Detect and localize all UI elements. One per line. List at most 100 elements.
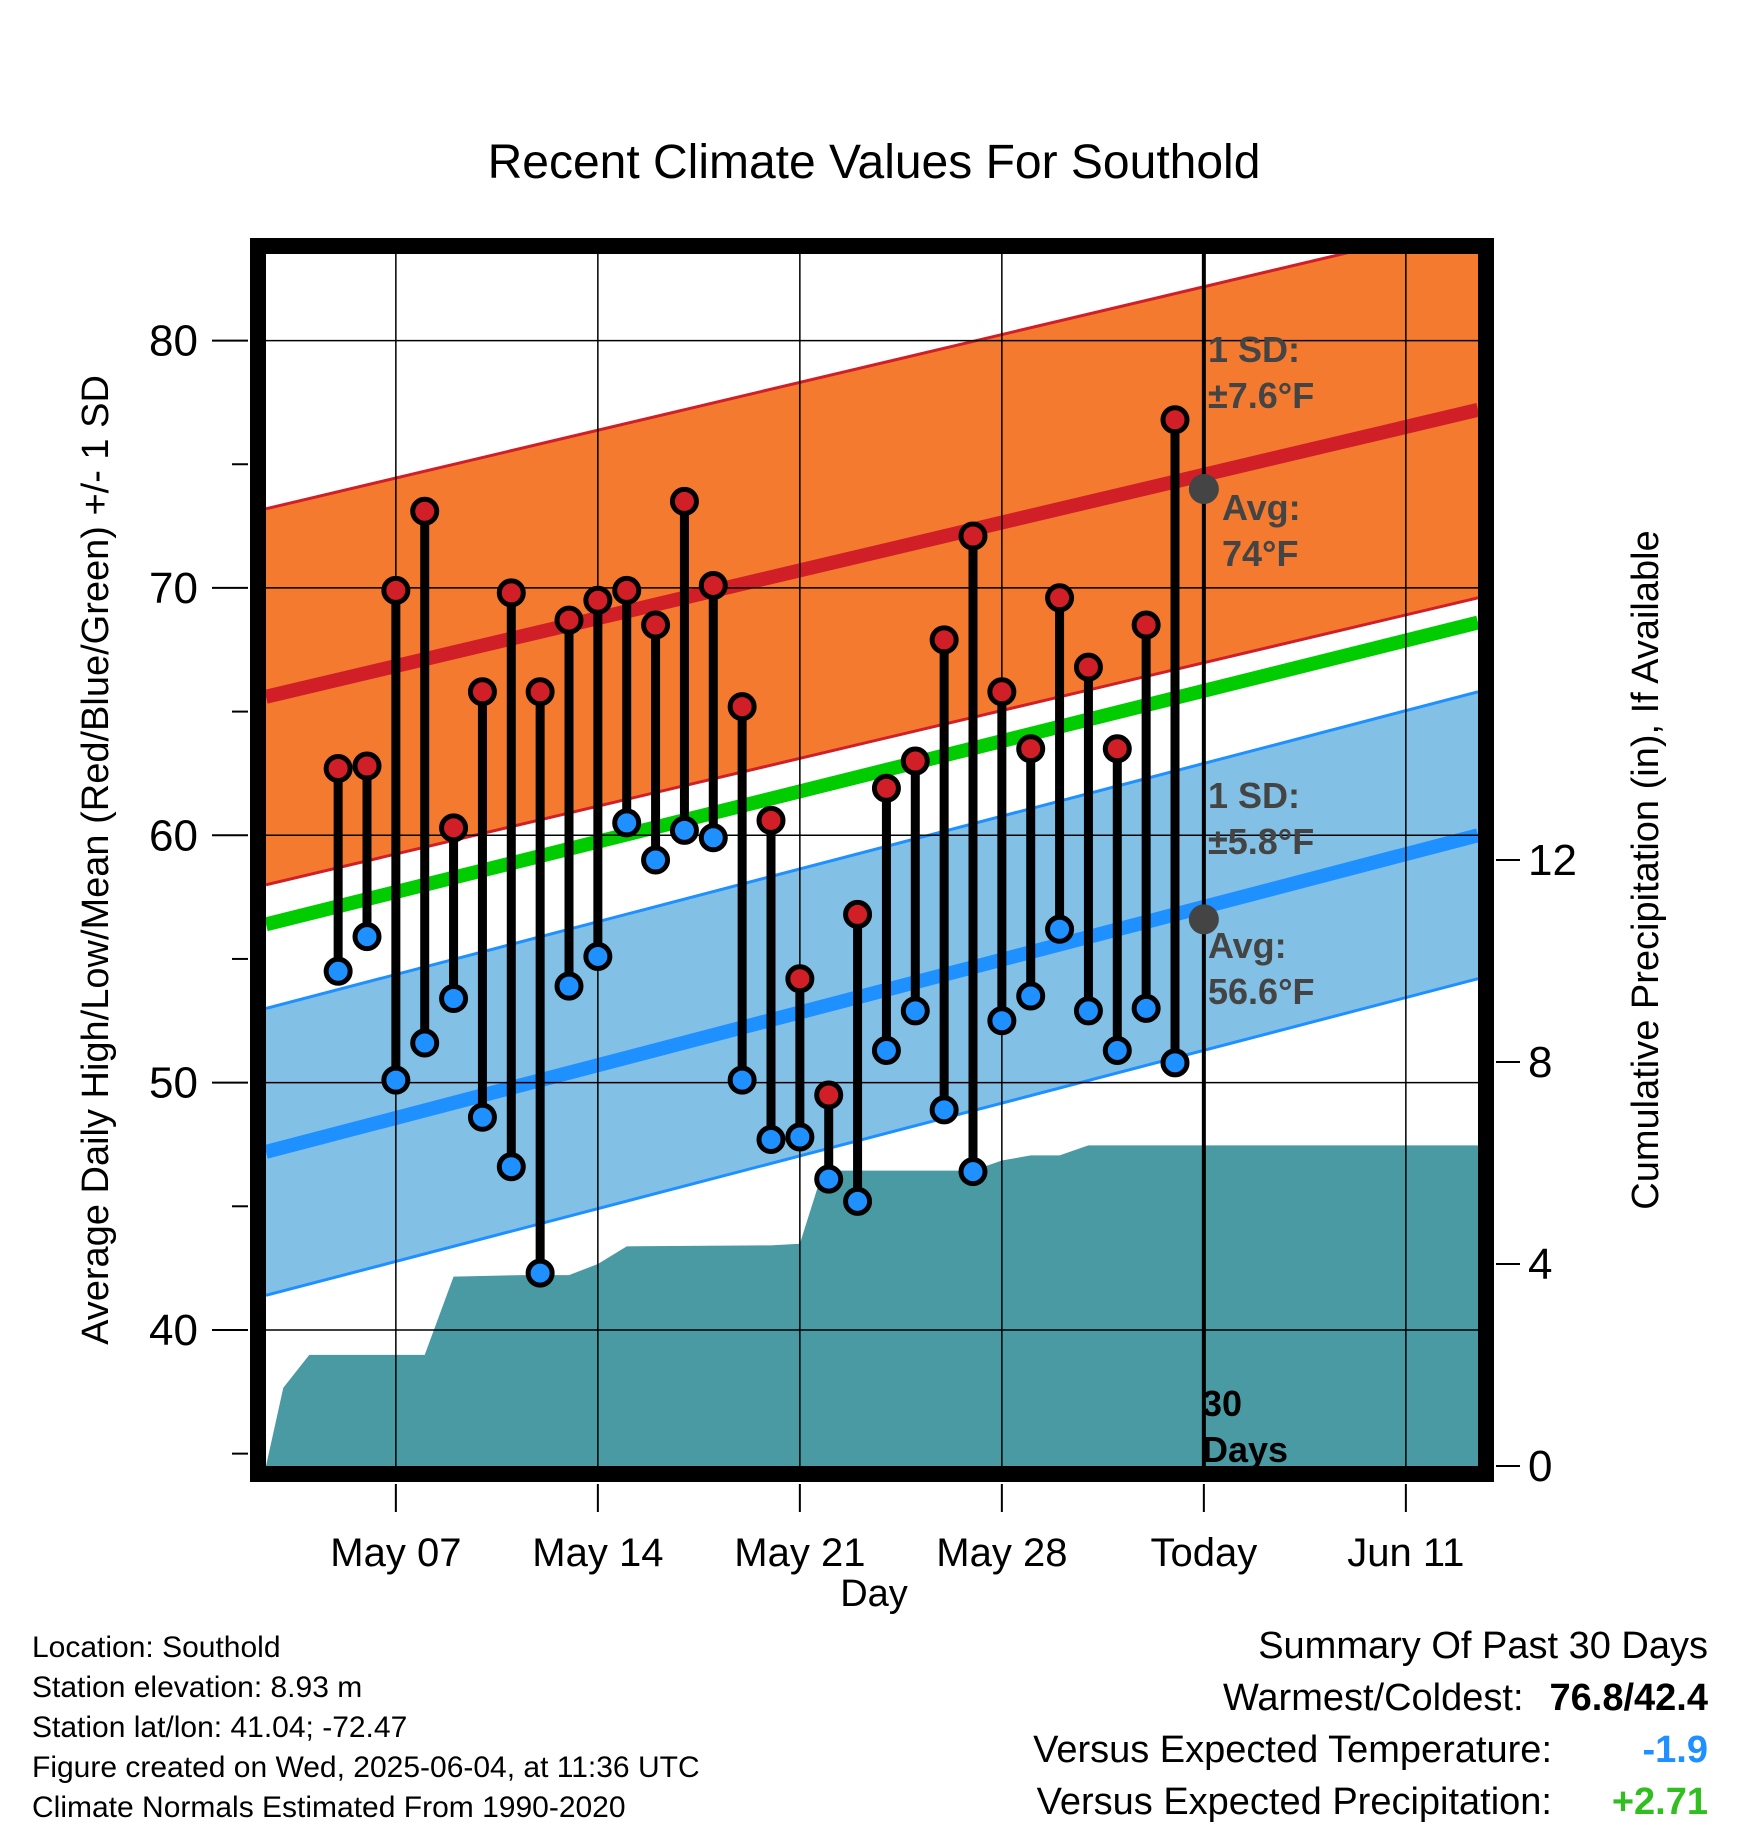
daily-low-point	[583, 941, 613, 971]
daily-high-point	[756, 805, 786, 835]
normal-high-band-upper-edge	[266, 254, 1349, 511]
today-avg-low-dot	[1188, 904, 1219, 935]
y-axis-label: Average Daily High/Low/Mean (Red/Blue/Gr…	[75, 375, 117, 1345]
daily-high-point	[871, 773, 901, 803]
normal-low-band-lower-edge	[266, 977, 1478, 1297]
daily-low-point	[1016, 981, 1046, 1011]
summary-warm-cold: Warmest/Coldest: 76.8/42.4	[1033, 1672, 1708, 1724]
daily-low-point	[641, 845, 671, 875]
daily-high-point	[583, 585, 613, 615]
daily-high-point	[1131, 610, 1161, 640]
x-tick-label: Today	[1150, 1531, 1257, 1575]
station-elevation: Station elevation: 8.93 m	[32, 1671, 363, 1704]
daily-high-point	[612, 575, 642, 605]
daily-low-point	[843, 1186, 873, 1216]
daily-low-point	[1131, 993, 1161, 1023]
station-info: Location: Southold Station elevation: 8.…	[32, 1628, 700, 1828]
precip-area	[266, 1145, 1478, 1466]
daily-low-point	[410, 1028, 440, 1058]
summary-temp: Versus Expected Temperature: -1.9	[1033, 1724, 1708, 1776]
daily-high-point	[554, 605, 584, 635]
daily-high-point	[439, 813, 469, 843]
warm-cold-value: 76.8/42.4	[1549, 1677, 1708, 1719]
daily-low-point	[698, 823, 728, 853]
normal-low-line	[266, 828, 1478, 1159]
warm-cold-label: Warmest/Coldest:	[1222, 1677, 1524, 1719]
days-count-label: 30	[1202, 1383, 1242, 1424]
station-location: Location: Southold	[32, 1631, 281, 1664]
summary-panel: Summary Of Past 30 Days Warmest/Coldest:…	[1033, 1620, 1708, 1828]
climate-normals: Climate Normals Estimated From 1990-2020	[32, 1791, 626, 1824]
daily-high-point	[900, 746, 930, 776]
summary-precip: Versus Expected Precipitation: +2.71	[1033, 1776, 1708, 1828]
chart-title: Recent Climate Values For Southold	[488, 136, 1261, 189]
y-tick-label: 80	[149, 317, 198, 366]
normal-high-band-lower-edge	[266, 596, 1478, 887]
y-tick-label: 70	[149, 564, 198, 613]
x-tick-label: May 07	[330, 1531, 461, 1575]
daily-high-point	[352, 751, 382, 781]
daily-low-point	[785, 1122, 815, 1152]
daily-low-point	[756, 1125, 786, 1155]
daily-low-point	[496, 1152, 526, 1182]
low-avg-label: Avg:	[1208, 925, 1287, 966]
x-tick-label: Jun 11	[1347, 1531, 1464, 1575]
y2-tick-label: 12	[1528, 836, 1577, 885]
daily-low-point	[381, 1065, 411, 1095]
station-latlon: Station lat/lon: 41.04; -72.47	[32, 1711, 408, 1744]
high-sd-value: ±7.6°F	[1208, 375, 1314, 416]
low-avg-value: 56.6°F	[1208, 971, 1314, 1012]
daily-high-point	[1073, 652, 1103, 682]
y-tick-label: 40	[149, 1306, 198, 1355]
daily-low-point	[612, 808, 642, 838]
daily-low-point	[669, 815, 699, 845]
normal-low-band-upper-edge	[266, 690, 1478, 1010]
daily-high-point	[525, 677, 555, 707]
daily-high-point	[410, 496, 440, 526]
daily-low-point	[323, 956, 353, 986]
daily-high-point	[496, 578, 526, 608]
daily-high-point	[1045, 583, 1075, 613]
low-sd-value: ±5.8°F	[1208, 821, 1314, 862]
today-avg-high-dot	[1188, 473, 1219, 504]
daily-high-point	[929, 625, 959, 655]
daily-low-point	[1102, 1035, 1132, 1065]
x-tick-label: May 28	[936, 1531, 1067, 1575]
daily-high-point	[987, 677, 1017, 707]
y-tick-label: 50	[149, 1059, 198, 1108]
daily-low-point	[554, 971, 584, 1001]
daily-low-point	[871, 1035, 901, 1065]
daily-low-point	[929, 1095, 959, 1125]
figure-created: Figure created on Wed, 2025-06-04, at 11…	[32, 1751, 700, 1784]
days-unit-label: Days	[1202, 1429, 1288, 1470]
y-tick-label: 60	[149, 811, 198, 860]
daily-low-point	[1160, 1048, 1190, 1078]
daily-high-point	[1160, 405, 1190, 435]
daily-low-point	[727, 1065, 757, 1095]
high-avg-value: 74°F	[1222, 533, 1298, 574]
daily-high-point	[323, 753, 353, 783]
high-avg-label: Avg:	[1222, 487, 1301, 528]
climate-chart: Recent Climate Values For Southold 1 SD:…	[75, 136, 1667, 1615]
daily-low-point	[1073, 996, 1103, 1026]
precip-value: +2.71	[1611, 1781, 1708, 1823]
daily-high-point	[381, 575, 411, 605]
daily-high-point	[958, 521, 988, 551]
daily-high-point	[467, 677, 497, 707]
daily-high-point	[843, 899, 873, 929]
x-tick-label: May 21	[734, 1531, 865, 1575]
daily-low-point	[352, 922, 382, 952]
normal-mean-line	[266, 615, 1478, 932]
x-tick-label: May 14	[532, 1531, 663, 1575]
daily-low-point	[958, 1157, 988, 1187]
daily-low-point	[467, 1102, 497, 1132]
y2-axis-label: Cumulative Precipitation (in), If Availa…	[1625, 530, 1667, 1209]
low-sd-label: 1 SD:	[1208, 775, 1300, 816]
y2-tick-label: 4	[1528, 1240, 1552, 1289]
summary-title: Summary Of Past 30 Days	[1258, 1625, 1708, 1667]
normal-high-line	[266, 403, 1478, 704]
daily-high-point	[785, 964, 815, 994]
x-axis-label: Day	[840, 1573, 908, 1615]
daily-high-point	[1016, 734, 1046, 764]
daily-high-point	[727, 692, 757, 722]
